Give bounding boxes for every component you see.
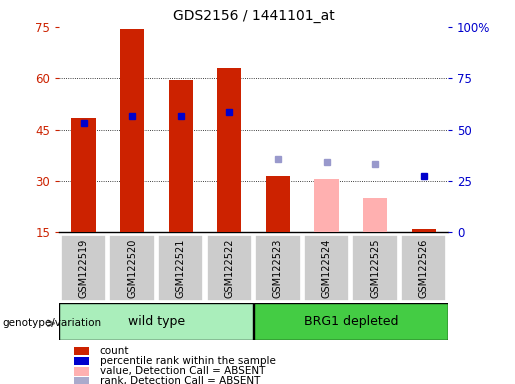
Text: GSM122525: GSM122525 [370,239,380,298]
Bar [75,357,89,366]
Bar [254,303,448,340]
Bar [75,346,89,355]
Text: GSM122523: GSM122523 [273,239,283,298]
Bar [411,229,436,232]
Text: GSM122522: GSM122522 [225,239,234,298]
Text: value, Detection Call = ABSENT: value, Detection Call = ABSENT [100,366,265,376]
Bar [314,179,339,232]
Bar [75,377,89,384]
Bar [304,235,349,301]
Bar [401,235,447,301]
Bar [255,235,301,301]
Text: percentile rank within the sample: percentile rank within the sample [100,356,276,366]
Text: GSM122520: GSM122520 [127,239,137,298]
Bar [59,303,253,340]
Bar [61,235,106,301]
Bar [72,118,96,232]
Bar [363,198,387,232]
Title: GDS2156 / 1441101_at: GDS2156 / 1441101_at [173,9,335,23]
Bar [207,235,252,301]
Bar [266,176,290,232]
Text: count: count [100,346,129,356]
Text: BRG1 depleted: BRG1 depleted [304,315,398,328]
Text: GSM122526: GSM122526 [419,239,429,298]
Text: rank, Detection Call = ABSENT: rank, Detection Call = ABSENT [100,376,260,384]
Bar [109,235,155,301]
Bar [352,235,398,301]
Text: GSM122519: GSM122519 [78,239,89,298]
Text: GSM122524: GSM122524 [321,239,332,298]
Text: GSM122521: GSM122521 [176,239,186,298]
Bar [75,367,89,376]
Bar [158,235,203,301]
Bar [168,80,193,232]
Bar [217,68,242,232]
Text: genotype/variation: genotype/variation [3,318,101,328]
Text: wild type: wild type [128,315,185,328]
Bar [120,28,144,232]
